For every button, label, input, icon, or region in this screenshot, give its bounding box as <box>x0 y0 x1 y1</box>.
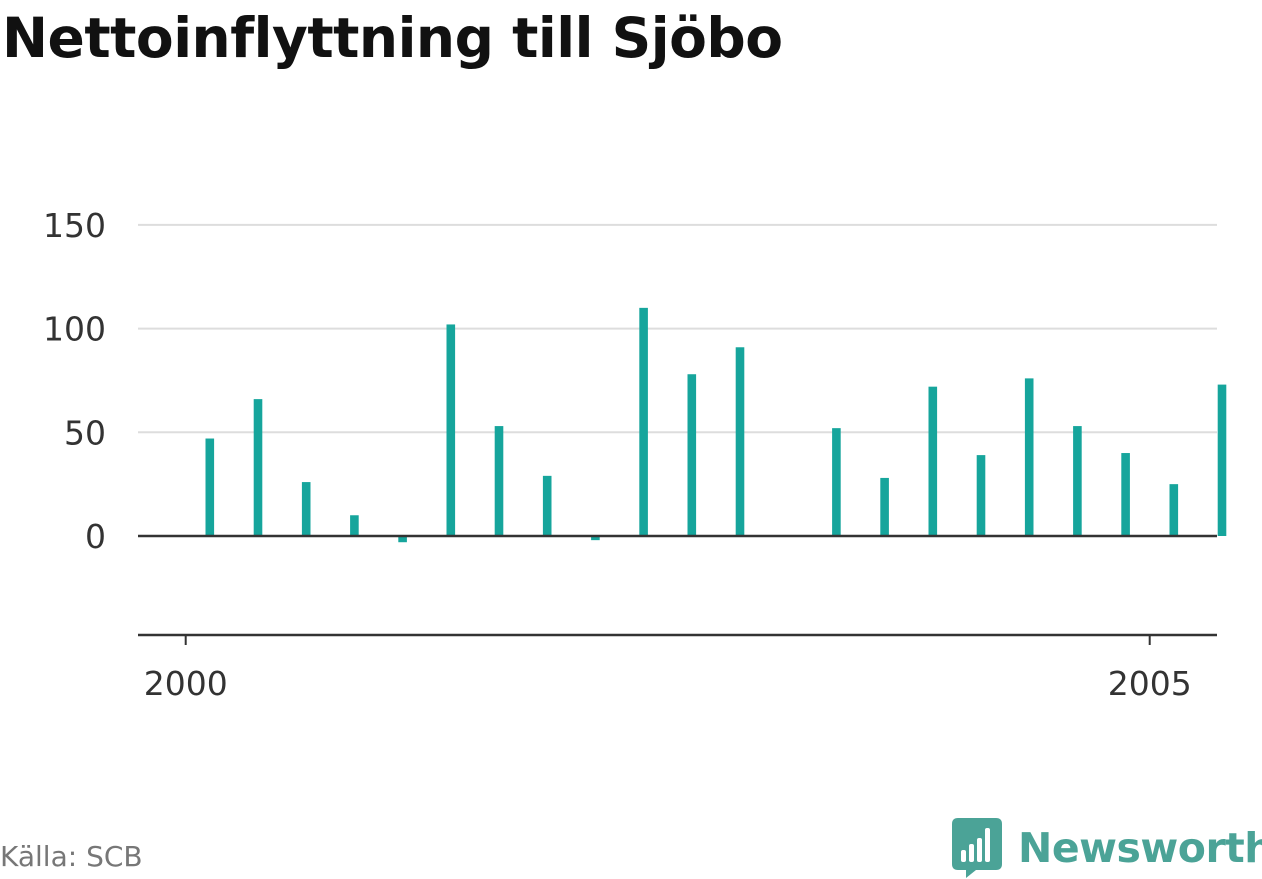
bar <box>928 386 938 536</box>
gridlines <box>138 223 1217 434</box>
x-tick-label: 2000 <box>144 664 228 703</box>
bar <box>253 399 263 536</box>
y-tick-label: 0 <box>85 517 106 556</box>
bar <box>1073 426 1082 536</box>
newsworthy-logo-icon <box>952 818 1002 878</box>
bar <box>735 347 745 536</box>
bar <box>880 477 889 536</box>
bar <box>1217 384 1227 536</box>
bars <box>205 307 1227 543</box>
axes <box>138 534 1217 645</box>
bar <box>301 482 311 536</box>
bar-chart: 050100150200020052010201520202025 <box>43 206 1227 703</box>
bar <box>494 426 504 536</box>
bar <box>446 324 456 536</box>
brand-name: Newsworthy <box>1018 824 1262 872</box>
source-note: Källa: SCB <box>0 840 143 873</box>
bar <box>832 428 841 536</box>
bar <box>398 536 407 543</box>
y-tick-label: 100 <box>43 310 106 349</box>
bar <box>976 455 986 536</box>
y-tick-label: 150 <box>43 206 106 245</box>
bar <box>1169 484 1179 536</box>
bar <box>1121 453 1130 536</box>
chart-title: Nettoinflyttning till Sjöbo <box>2 6 783 70</box>
bar <box>205 438 215 536</box>
y-tick-label: 50 <box>64 413 106 452</box>
bar <box>542 475 552 536</box>
bar <box>350 515 359 536</box>
tick-labels: 050100150200020052010201520202025 <box>43 206 1192 703</box>
bar <box>1024 378 1034 536</box>
bar <box>639 307 648 536</box>
bar <box>591 536 600 541</box>
x-tick-label: 2005 <box>1108 664 1192 703</box>
brand-logo[interactable]: Newsworthy <box>952 818 1262 878</box>
bar <box>687 374 697 536</box>
